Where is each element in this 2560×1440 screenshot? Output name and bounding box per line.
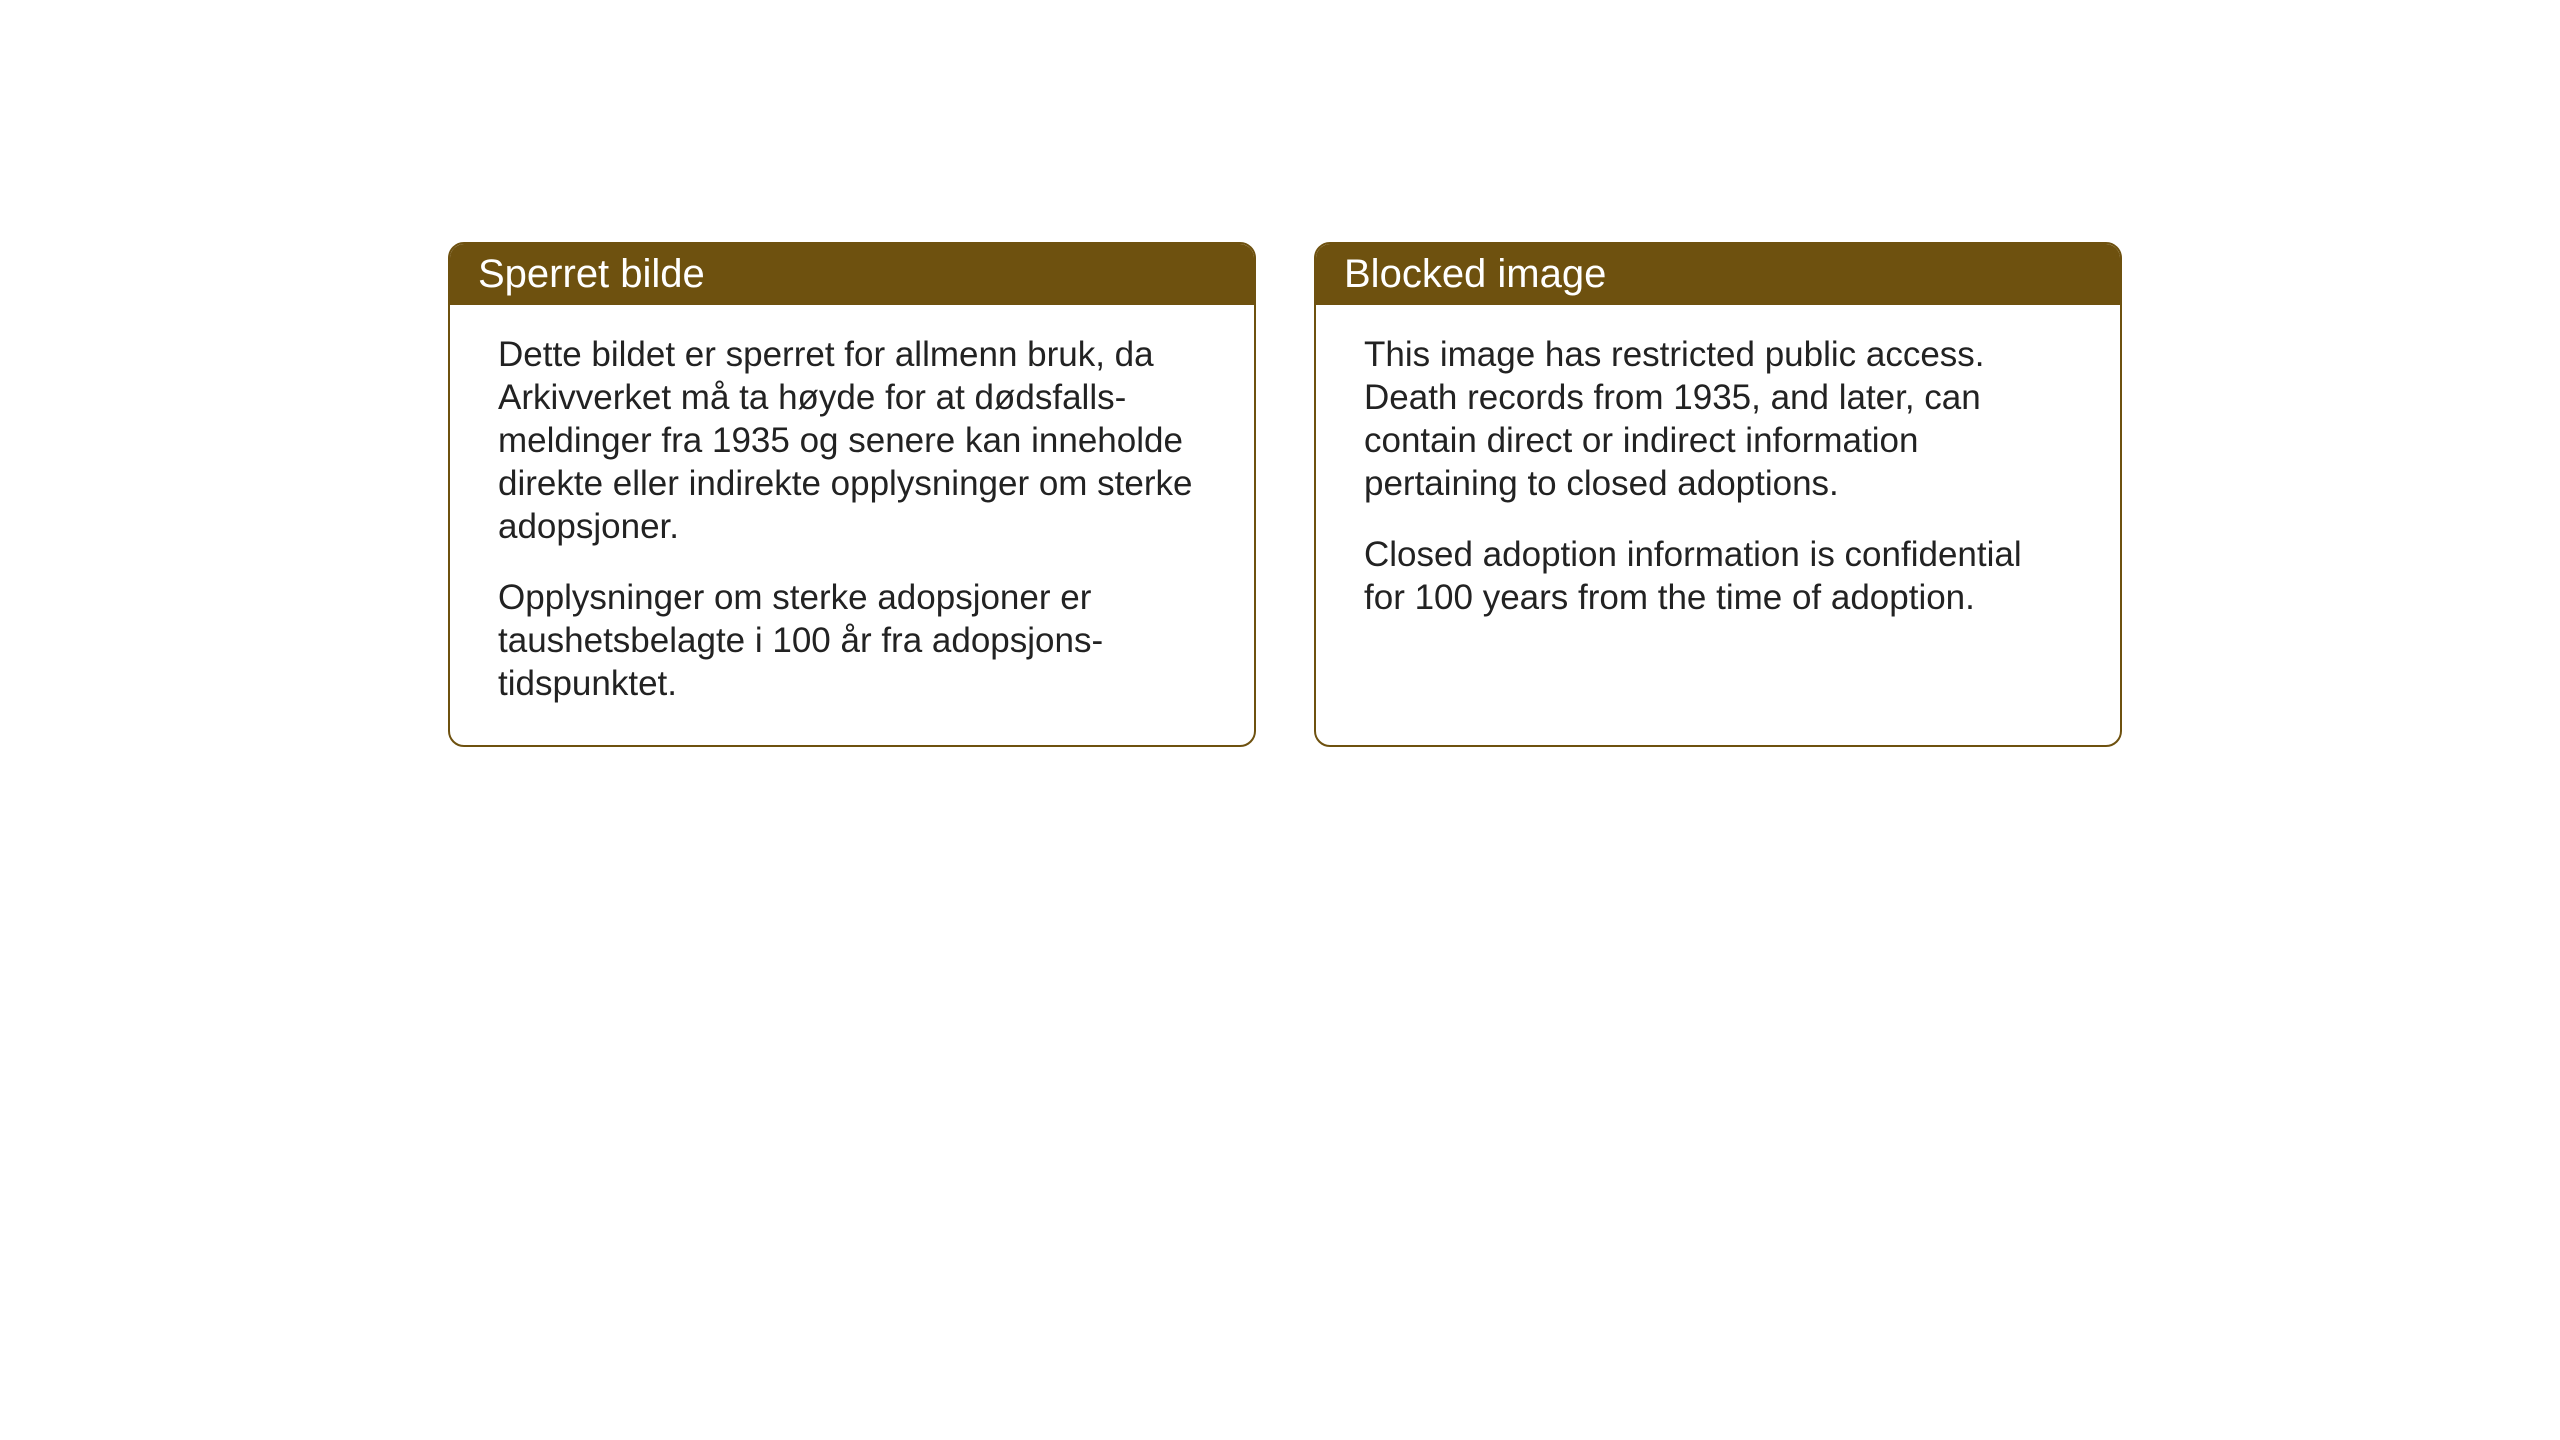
english-card-body: This image has restricted public access.… (1316, 305, 2120, 659)
cards-container: Sperret bilde Dette bildet er sperret fo… (448, 242, 2122, 747)
norwegian-paragraph-2: Opplysninger om sterke adopsjoner er tau… (498, 576, 1206, 705)
norwegian-card-title: Sperret bilde (450, 244, 1254, 305)
english-notice-card: Blocked image This image has restricted … (1314, 242, 2122, 747)
norwegian-notice-card: Sperret bilde Dette bildet er sperret fo… (448, 242, 1256, 747)
norwegian-paragraph-1: Dette bildet er sperret for allmenn bruk… (498, 333, 1206, 548)
english-paragraph-2: Closed adoption information is confident… (1364, 533, 2072, 619)
norwegian-card-body: Dette bildet er sperret for allmenn bruk… (450, 305, 1254, 745)
english-card-title: Blocked image (1316, 244, 2120, 305)
english-paragraph-1: This image has restricted public access.… (1364, 333, 2072, 505)
